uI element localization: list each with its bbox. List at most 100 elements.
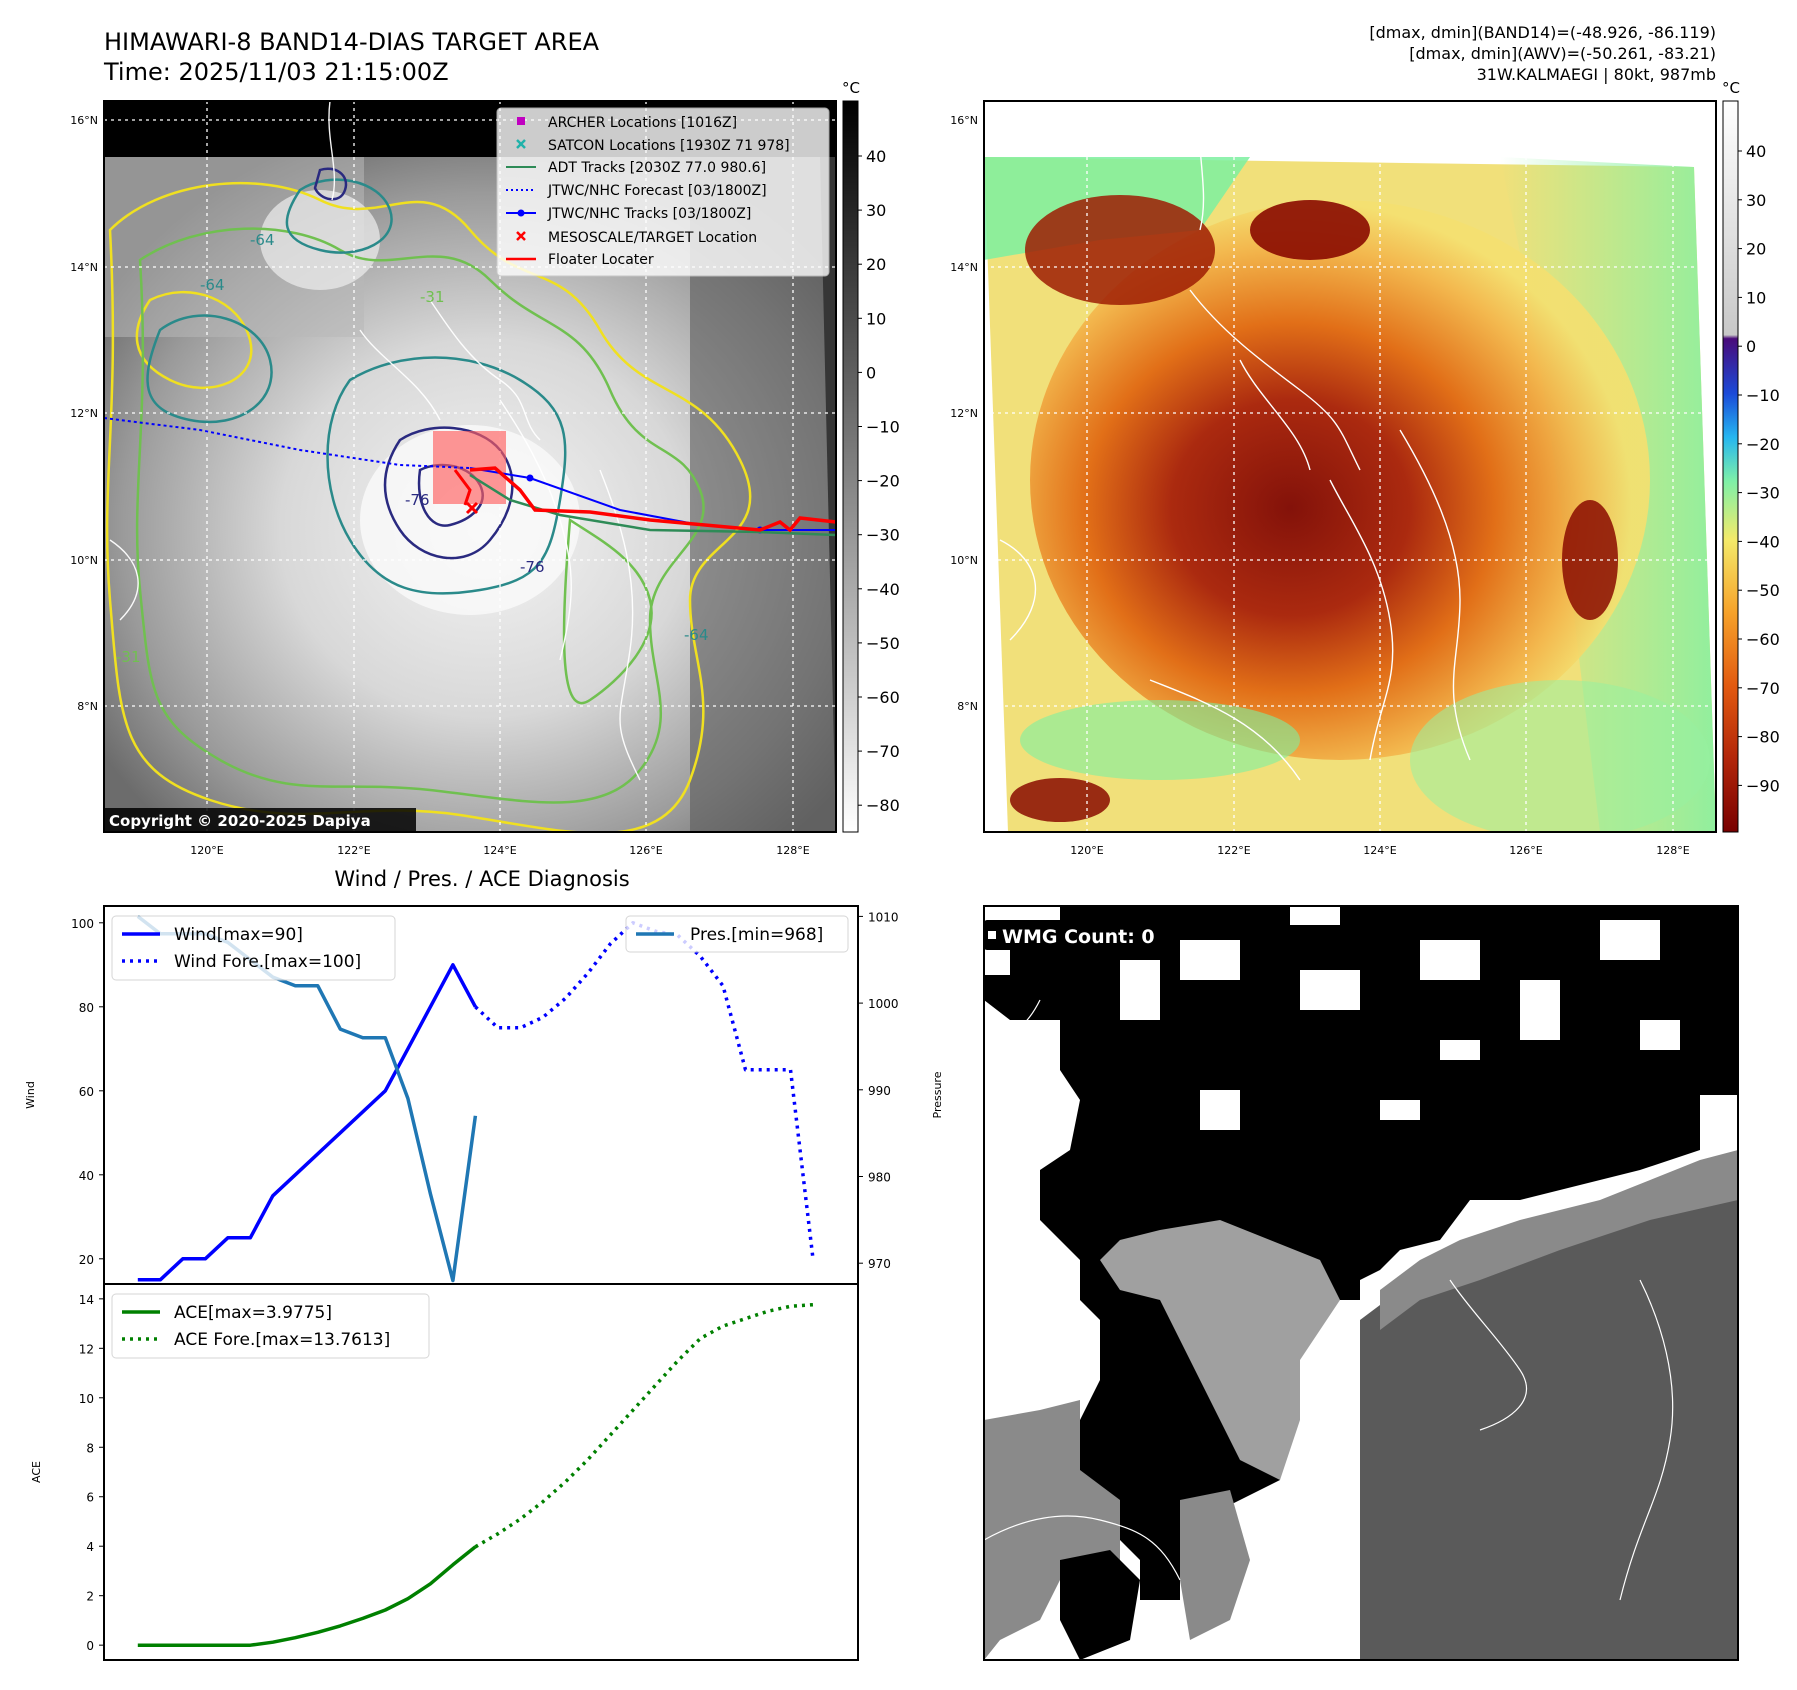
- colorbar-tick-label: −30: [866, 526, 900, 545]
- gridlines-right: [984, 101, 1716, 832]
- lon-tick-label: 128°E: [1656, 844, 1689, 857]
- ace-tick-label: 12: [79, 1342, 94, 1356]
- map-legend: ARCHER Locations [1016Z] SATCON Location…: [496, 107, 830, 277]
- lon-ticks-right: 120°E 122°E 124°E 126°E 128°E: [1070, 844, 1689, 857]
- lat-tick-label: 12°N: [70, 407, 98, 420]
- colorbar-tick-label: 0: [1746, 337, 1756, 356]
- series-line-1: [474, 921, 815, 1260]
- wmg-panel: WMG Count: 0: [983, 905, 1739, 1661]
- figure-title: HIMAWARI-8 BAND14-DIAS TARGET AREA: [104, 28, 600, 56]
- floater-locater-track: [469, 466, 836, 533]
- lon-tick-label: 126°E: [1509, 844, 1542, 857]
- copyright-label: Copyright © 2020-2025 Dapiya: [109, 812, 371, 830]
- lat-tick-label: 8°N: [957, 700, 978, 713]
- ace-tick-label: 14: [79, 1293, 94, 1307]
- contour-label: -64: [684, 626, 709, 644]
- contour-label: -64: [250, 231, 275, 249]
- pressure-tick-label: 1000: [868, 997, 899, 1011]
- pressure-axis-label: Pressure: [931, 1071, 944, 1118]
- lon-ticks-left: 120°E 122°E 124°E 126°E 128°E: [190, 844, 809, 857]
- colorbar-tick-label: −40: [1746, 532, 1780, 551]
- colorbar-right: [1722, 100, 1739, 833]
- colorbar-tick-label: 10: [1746, 288, 1766, 307]
- ace-forecast-legend-label: ACE Fore.[max=13.7613]: [174, 1330, 390, 1350]
- contour-yellow: [105, 181, 752, 832]
- jtwc-forecast-track: [104, 417, 471, 469]
- ace-tick-label: 0: [86, 1639, 94, 1653]
- lon-tick-label: 122°E: [337, 844, 370, 857]
- wind-tick-label: 100: [71, 917, 94, 931]
- lon-tick-label: 120°E: [190, 844, 223, 857]
- wind-pressure-chart: 20 40 60 80 100 970 980 990 1000 1010 Wind Press…: [24, 905, 944, 1285]
- coastlines-left: [109, 101, 641, 781]
- legend-adt: ADT Tracks [2030Z 77.0 980.6]: [548, 160, 766, 176]
- wind-tick-label: 40: [79, 1169, 94, 1183]
- figure-time: Time: 2025/11/03 21:15:00Z: [103, 58, 449, 86]
- colorbar-tick-label: −60: [866, 688, 900, 707]
- coastlines-right: [999, 101, 1471, 781]
- colorbar-left-unit: °C: [842, 79, 860, 97]
- contour-label: -64: [200, 276, 225, 294]
- colorbar-tick-label: 40: [866, 147, 886, 166]
- lat-tick-label: 10°N: [950, 554, 978, 567]
- colorbar-left: [842, 100, 859, 833]
- colorbar-tick-label: −90: [1746, 776, 1780, 795]
- ace-chart: 0 2 4 6 8 10 12 14 ACE ACE[max=3.9775] ACE Fore…: [30, 1283, 859, 1661]
- series-line-0: [137, 1545, 477, 1647]
- mesoscale-target-x: [465, 501, 479, 515]
- contour-label: -76: [520, 558, 545, 576]
- colorbar-left-ticks: 40 30 20 10 0 −10 −20 −30 −40 −50 −60 −70 −80: [858, 147, 900, 815]
- wind-axis-label: Wind: [24, 1081, 37, 1109]
- colorbar-tick-label: 30: [866, 201, 886, 220]
- ace-legend-label: ACE[max=3.9775]: [174, 1303, 332, 1323]
- lon-tick-label: 124°E: [483, 844, 516, 857]
- ace-tick-label: 10: [79, 1392, 94, 1406]
- contour-label: -31: [420, 288, 445, 306]
- ace-legend: ACE[max=3.9775] ACE Fore.[max=13.7613]: [111, 1293, 430, 1359]
- info-band14: [dmax, dmin](BAND14)=(-48.926, -86.119): [1369, 23, 1716, 42]
- jtwc-track: [469, 467, 836, 531]
- colorbar-tick-label: −10: [1746, 386, 1780, 405]
- pressure-tick-label: 990: [868, 1084, 891, 1098]
- adt-track: [469, 473, 836, 537]
- ace-tick-label: 4: [86, 1540, 94, 1554]
- info-awv: [dmax, dmin](AWV)=(-50.261, -83.21): [1409, 44, 1716, 63]
- lon-tick-label: 120°E: [1070, 844, 1103, 857]
- lat-tick-label: 14°N: [70, 261, 98, 274]
- colorbar-tick-label: −20: [866, 472, 900, 491]
- legend-archer: ARCHER Locations [1016Z]: [548, 115, 737, 131]
- satellite-map-left: -64 -64 -76 -76 -64 -31 -31 ARCHER Locat…: [70, 79, 900, 857]
- contour-label: -76: [405, 491, 430, 509]
- colorbar-tick-label: −70: [866, 742, 900, 761]
- wmg-count-badge: [984, 920, 1176, 950]
- colorbar-tick-label: −80: [866, 796, 900, 815]
- pressure-legend-label: Pres.[min=968]: [690, 925, 823, 945]
- colorbar-tick-label: −60: [1746, 630, 1780, 649]
- pressure-legend: Pres.[min=968]: [625, 915, 849, 953]
- legend-track: JTWC/NHC Tracks [03/1800Z]: [547, 206, 751, 222]
- satcon-legend-icon: [516, 139, 526, 149]
- lon-tick-label: 128°E: [776, 844, 809, 857]
- ace-axis-label: ACE: [30, 1461, 43, 1483]
- colorbar-tick-label: 30: [1746, 191, 1766, 210]
- colorbar-tick-label: −80: [1746, 728, 1780, 747]
- lat-tick-label: 16°N: [70, 114, 98, 127]
- legend-forecast: JTWC/NHC Forecast [03/1800Z]: [547, 183, 767, 199]
- colorbar-tick-label: −50: [1746, 581, 1780, 600]
- legend-target: MESOSCALE/TARGET Location: [548, 230, 757, 246]
- colorbar-tick-label: −30: [1746, 484, 1780, 503]
- wmg-coastlines: [984, 999, 1674, 1601]
- contour-label: -31: [116, 648, 141, 666]
- lon-tick-label: 126°E: [629, 844, 662, 857]
- colorbar-tick-label: −10: [866, 418, 900, 437]
- diagnosis-title: Wind / Pres. / ACE Diagnosis: [334, 867, 629, 891]
- lon-tick-label: 122°E: [1217, 844, 1250, 857]
- info-storm: 31W.KALMAEGI | 80kt, 987mb: [1477, 65, 1716, 84]
- series-line-0: [137, 963, 477, 1282]
- wind-tick-label: 60: [79, 1085, 94, 1099]
- ace-tick-label: 6: [86, 1491, 94, 1505]
- lat-ticks-right: 16°N 14°N 12°N 10°N 8°N: [950, 114, 978, 713]
- colorbar-right-unit: °C: [1722, 79, 1740, 97]
- pressure-tick-label: 1010: [868, 910, 899, 924]
